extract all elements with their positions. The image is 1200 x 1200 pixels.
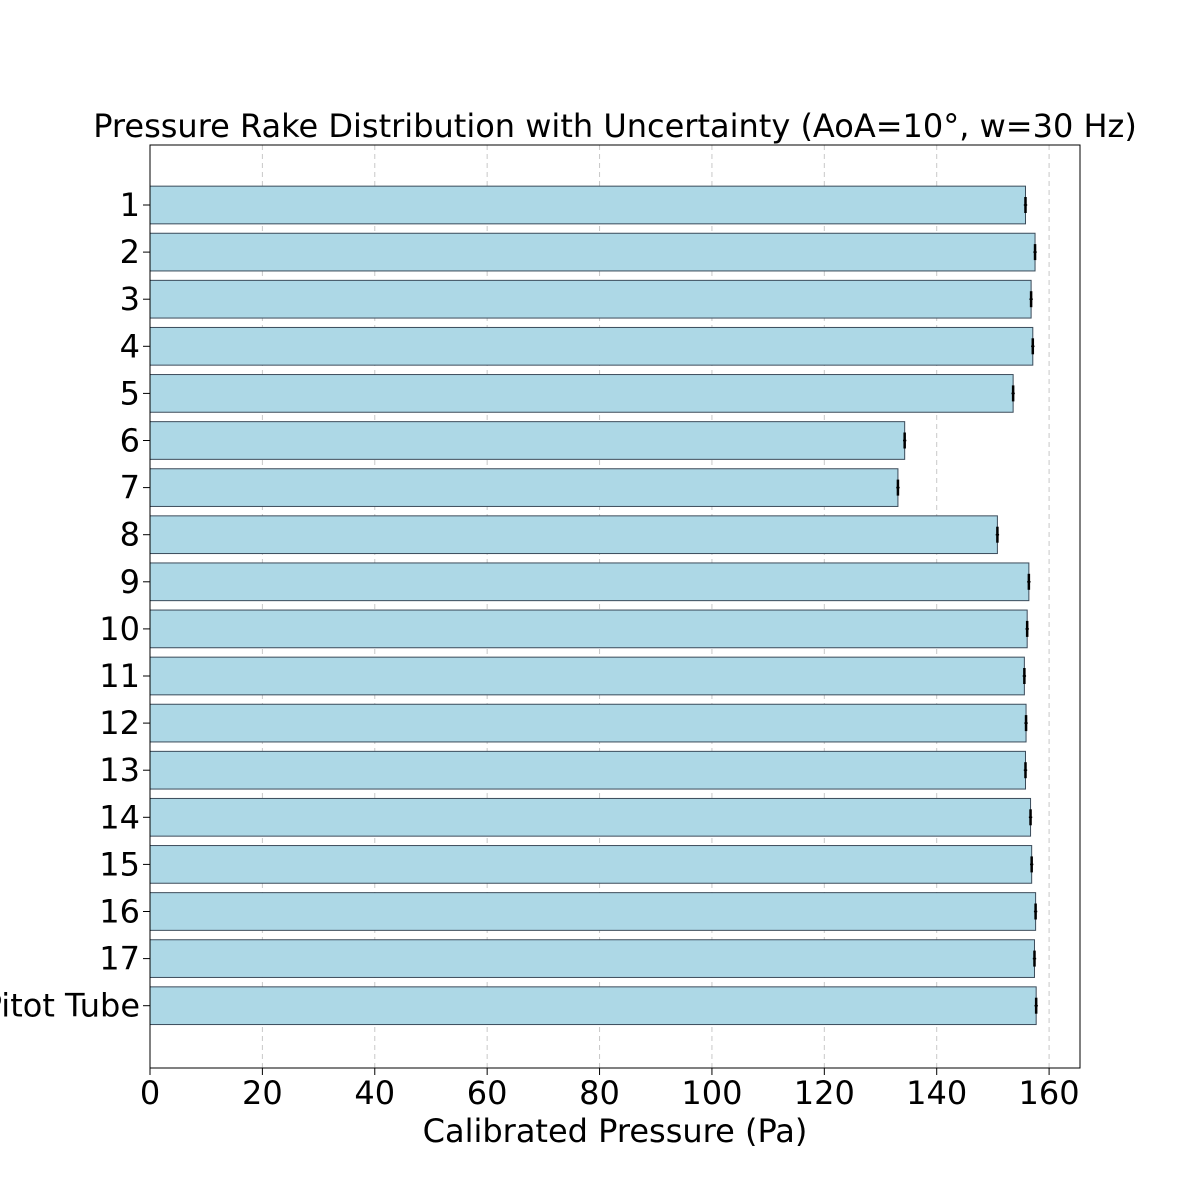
x-axis-ticks: 0 20 40 60 80 100 120 140 160 xyxy=(140,1068,1080,1112)
bar xyxy=(149,374,1014,413)
y-tick-label: 17 xyxy=(99,940,140,978)
bar xyxy=(149,279,1032,319)
error-bars xyxy=(896,197,1038,1014)
plot-frame xyxy=(149,144,1081,1069)
y-tick-label: 13 xyxy=(99,751,140,789)
x-tick-label: 80 xyxy=(579,1074,620,1112)
y-tick-label: 10 xyxy=(99,610,140,648)
bar-series xyxy=(149,185,1037,1026)
bar xyxy=(149,609,1028,649)
bar xyxy=(149,986,1037,1026)
y-tick-label: 12 xyxy=(99,704,140,742)
y-tick-label: 4 xyxy=(120,327,140,365)
bar xyxy=(149,703,1027,743)
x-tick-label: 100 xyxy=(681,1074,742,1112)
y-tick-label: 11 xyxy=(99,657,140,695)
x-tick-label: 0 xyxy=(140,1074,160,1112)
x-tick-label: 60 xyxy=(467,1074,508,1112)
bar xyxy=(149,232,1036,272)
y-tick-label: 3 xyxy=(120,280,140,318)
bar xyxy=(149,185,1026,225)
bar xyxy=(149,468,899,507)
x-tick-label: 120 xyxy=(794,1074,855,1112)
chart-title: Pressure Rake Distribution with Uncertai… xyxy=(93,107,1137,145)
x-tick-label: 140 xyxy=(906,1074,967,1112)
bar xyxy=(149,656,1025,696)
bar xyxy=(149,939,1035,978)
y-tick-label: 2 xyxy=(120,233,140,271)
bar xyxy=(149,892,1037,931)
bar xyxy=(149,797,1032,837)
y-axis-ticks: 1234567891011121314151617Pitot Tube xyxy=(0,186,150,1025)
bar xyxy=(149,562,1030,602)
y-tick-label: 7 xyxy=(120,469,140,507)
y-tick-label: 15 xyxy=(99,845,140,883)
y-tick-label: 14 xyxy=(99,798,140,836)
y-tick-label: 5 xyxy=(120,374,140,412)
bar xyxy=(149,326,1034,366)
y-tick-label: 8 xyxy=(120,516,140,554)
y-tick-label: 6 xyxy=(120,422,140,460)
bar xyxy=(149,515,998,555)
y-tick-label: Pitot Tube xyxy=(0,987,140,1025)
bar xyxy=(149,421,906,460)
y-tick-label: 1 xyxy=(120,186,140,224)
x-tick-label: 40 xyxy=(354,1074,395,1112)
bar xyxy=(149,750,1026,790)
y-tick-label: 16 xyxy=(99,893,140,931)
x-tick-label: 160 xyxy=(1019,1074,1080,1112)
x-axis-label: Calibrated Pressure (Pa) xyxy=(423,1112,808,1150)
bar xyxy=(149,845,1033,884)
x-tick-label: 20 xyxy=(242,1074,283,1112)
y-tick-label: 9 xyxy=(120,563,140,601)
